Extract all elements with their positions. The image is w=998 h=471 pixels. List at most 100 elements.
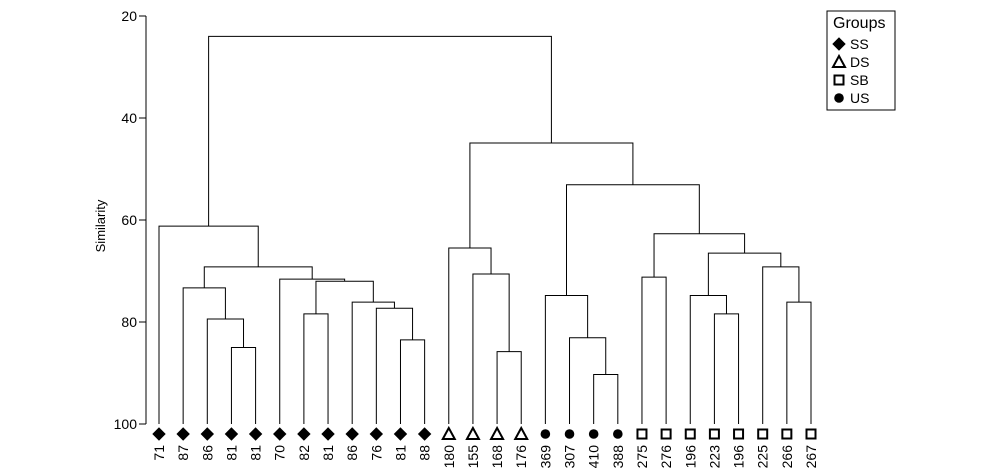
y-axis-title: Similarity: [93, 199, 108, 252]
y-tick-label: 100: [114, 416, 138, 432]
leaf-label: 388: [610, 445, 626, 469]
dendrogram-link: [315, 280, 374, 314]
leaf-label: 266: [779, 445, 795, 469]
leaf-marker-ss: [152, 427, 166, 441]
leaf-label: 86: [199, 445, 215, 461]
legend-marker-sb: [833, 74, 845, 86]
leaf-marker-us: [540, 429, 551, 439]
leaf-label: 180: [441, 445, 457, 469]
leaf-marker-sb: [684, 428, 696, 440]
leaf-marker-ss: [176, 427, 190, 441]
leaf-label: 196: [731, 445, 747, 469]
leaf-label: 369: [537, 445, 553, 469]
leaf-label: 223: [706, 445, 722, 469]
leaf-marker-ss: [248, 427, 263, 441]
y-tick-label: 80: [121, 314, 137, 330]
leaf-label: 87: [175, 445, 191, 461]
leaf-marker-ss: [393, 427, 408, 441]
leaf-marker-ss: [321, 427, 335, 441]
dendrogram-link: [351, 301, 395, 424]
leaf-label: 81: [320, 445, 336, 461]
leaf-marker-ss: [200, 427, 215, 441]
leaf-label: 307: [562, 445, 578, 469]
legend-title: Groups: [833, 15, 885, 32]
leaf-marker-us: [613, 429, 623, 439]
dendrogram-link: [206, 318, 245, 424]
leaf-labels: 71 87 86 81 81 70 82 81 86 76 81 88 180 155 168 176 369 3…: [151, 445, 819, 469]
legend-entry-label: US: [850, 90, 869, 106]
leaf-label: 82: [296, 445, 312, 461]
dendrogram-link: [786, 301, 812, 424]
y-tick-label: 20: [121, 8, 137, 24]
leaf-marker-ds: [489, 425, 505, 440]
leaf-label: 267: [803, 445, 819, 469]
dendrogram-link: [303, 313, 329, 424]
legend-marker-ds: [831, 53, 847, 68]
leaf-label: 76: [368, 445, 384, 461]
leaf-label: 176: [513, 445, 529, 469]
dendrogram-link: [230, 347, 257, 424]
leaf-marker-ds: [441, 425, 457, 440]
dendrogram-link: [399, 339, 426, 424]
leaf-marker-ds: [465, 425, 481, 440]
leaf-marker-sb: [757, 428, 769, 440]
legend-marker-ss: [832, 37, 846, 51]
leaf-marker-ss: [417, 427, 432, 441]
leaf-marker-sb: [708, 428, 720, 440]
leaf-marker-ds: [513, 425, 529, 440]
legend-entry-label: DS: [850, 54, 869, 70]
leaf-label: 225: [755, 445, 771, 469]
leaf-label: 86: [344, 445, 360, 461]
legend: Groups SS DS SB US: [826, 10, 896, 111]
dendrogram-link: [653, 233, 746, 278]
leaf-marker-ss: [273, 427, 287, 441]
dendrogram-link: [203, 266, 313, 288]
leaf-label: 88: [417, 445, 433, 461]
leaf-marker-us: [588, 429, 599, 439]
dendrogram-link: [544, 294, 589, 424]
dendrogram-link: [279, 278, 346, 424]
leaf-label: 168: [489, 445, 505, 469]
legend-marker-us: [834, 93, 844, 103]
leaf-marker-sb: [781, 428, 793, 440]
leaf-label: 81: [248, 445, 264, 461]
leaf-marker-ss: [224, 427, 239, 441]
leaf-label: 81: [392, 445, 408, 461]
leaf-label: 155: [465, 445, 481, 469]
dendrogram-link: [375, 307, 414, 424]
dendrogram-link: [689, 294, 727, 424]
dendrogram-link: [208, 35, 552, 227]
y-axis: 20 40 60 80 100: [114, 8, 147, 432]
dendrogram-link: [713, 313, 740, 424]
legend-entry-label: SS: [850, 36, 869, 52]
leaf-marker-sb: [805, 428, 817, 440]
dendrogram-branches: [158, 35, 812, 424]
leaf-marker-sb: [660, 428, 672, 440]
leaf-marker-sb: [636, 428, 648, 440]
dendrogram-link: [566, 184, 700, 296]
leaf-marker-ss: [369, 427, 384, 441]
dendrogram-link: [472, 273, 510, 424]
leaf-markers: [152, 425, 817, 441]
y-tick-label: 60: [121, 212, 137, 228]
legend-entry-label: SB: [850, 72, 869, 88]
leaf-label: 70: [272, 445, 288, 461]
dendrogram-link: [641, 276, 667, 424]
dendrogram-link: [593, 374, 619, 424]
leaf-label: 276: [658, 445, 674, 469]
leaf-marker-ss: [297, 427, 311, 441]
dendrogram-link: [569, 337, 607, 424]
y-tick-label: 40: [121, 110, 137, 126]
dendrogram-link: [762, 266, 800, 424]
leaf-marker-sb: [733, 428, 745, 440]
leaf-marker-us: [564, 429, 575, 439]
leaf-label: 196: [682, 445, 698, 469]
leaf-label: 410: [586, 445, 602, 469]
dendrogram-link: [707, 252, 782, 296]
leaf-label: 275: [634, 445, 650, 469]
dendrogram-link: [469, 142, 634, 249]
leaf-label: 81: [223, 445, 239, 461]
dendrogram-link: [182, 287, 226, 424]
dendrogram-link: [496, 351, 522, 424]
